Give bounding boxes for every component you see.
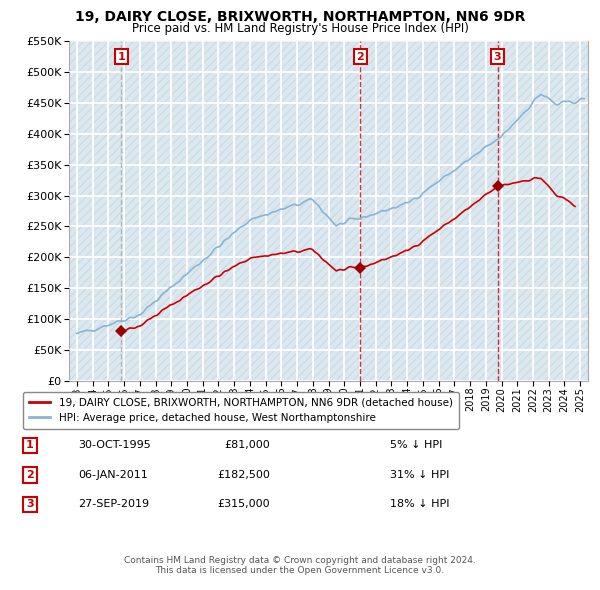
Text: 06-JAN-2011: 06-JAN-2011 (78, 470, 148, 480)
Legend: 19, DAIRY CLOSE, BRIXWORTH, NORTHAMPTON, NN6 9DR (detached house), HPI: Average : 19, DAIRY CLOSE, BRIXWORTH, NORTHAMPTON,… (23, 392, 459, 430)
Text: Contains HM Land Registry data © Crown copyright and database right 2024.
This d: Contains HM Land Registry data © Crown c… (124, 556, 476, 575)
Text: 3: 3 (26, 500, 34, 509)
Text: 2: 2 (356, 51, 364, 61)
Text: Price paid vs. HM Land Registry's House Price Index (HPI): Price paid vs. HM Land Registry's House … (131, 22, 469, 35)
Text: 27-SEP-2019: 27-SEP-2019 (78, 500, 149, 509)
Text: £315,000: £315,000 (217, 500, 270, 509)
Text: £182,500: £182,500 (217, 470, 270, 480)
Text: 19, DAIRY CLOSE, BRIXWORTH, NORTHAMPTON, NN6 9DR: 19, DAIRY CLOSE, BRIXWORTH, NORTHAMPTON,… (75, 10, 525, 24)
Text: 18% ↓ HPI: 18% ↓ HPI (390, 500, 449, 509)
Text: 1: 1 (118, 51, 125, 61)
Text: £81,000: £81,000 (224, 441, 270, 450)
Text: 31% ↓ HPI: 31% ↓ HPI (390, 470, 449, 480)
Text: 3: 3 (494, 51, 502, 61)
Text: 2: 2 (26, 470, 34, 480)
Text: 30-OCT-1995: 30-OCT-1995 (78, 441, 151, 450)
Text: 5% ↓ HPI: 5% ↓ HPI (390, 441, 442, 450)
Text: 1: 1 (26, 441, 34, 450)
